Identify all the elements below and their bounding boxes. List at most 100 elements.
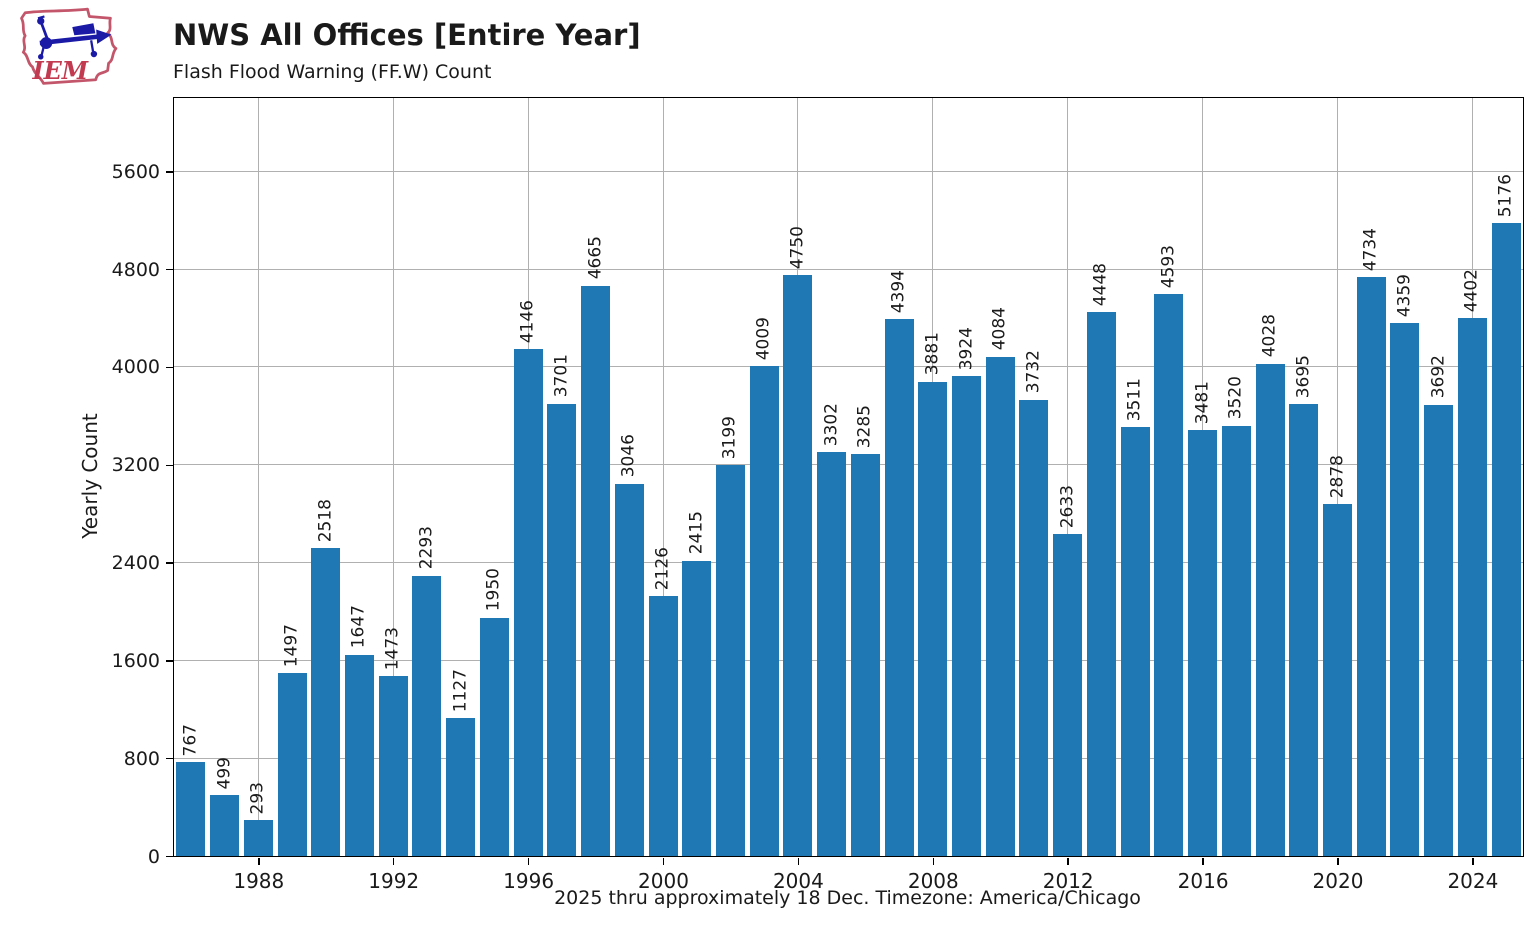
bar <box>648 596 678 856</box>
bar-value-label: 3046 <box>618 434 639 478</box>
y-tick-label: 3200 <box>111 454 160 477</box>
x-tick-mark <box>662 858 665 865</box>
bar-value-label: 1950 <box>483 568 504 612</box>
bar-value-label: 4734 <box>1360 227 1381 272</box>
y-tick-mark <box>166 171 173 173</box>
x-tick-label: 2020 <box>1312 869 1364 893</box>
h-gridline <box>174 464 1523 466</box>
x-tick-label: 2004 <box>772 869 824 893</box>
bar <box>344 654 374 856</box>
h-gridline <box>174 562 1523 564</box>
bar <box>1424 404 1454 856</box>
x-tick-mark <box>797 858 800 865</box>
bar-value-label: 4665 <box>585 236 606 280</box>
bar <box>614 483 644 856</box>
bar-value-label: 3701 <box>551 354 572 398</box>
bar <box>1323 504 1352 856</box>
y-tick-mark <box>166 757 173 760</box>
bar <box>1188 430 1218 856</box>
plot-area: 767 499 293 1497 2518 1647 1473 2293 1127 1950 414… <box>173 97 1524 857</box>
x-tick-mark <box>1202 858 1204 865</box>
bar-value-label: 1647 <box>348 605 369 649</box>
bar-value-label: 4084 <box>989 307 1010 351</box>
bar <box>277 672 307 856</box>
chart-caption: 2025 thru approximately 18 Dec. Timezone… <box>554 887 1141 909</box>
bar-value-label: 4750 <box>787 226 808 270</box>
iem-logo: IEM <box>20 7 118 85</box>
x-tick-label: 2008 <box>907 869 959 893</box>
bar <box>817 452 847 856</box>
bar <box>952 376 982 856</box>
bar-value-label: 4146 <box>517 299 538 344</box>
bar <box>176 762 206 856</box>
bar <box>243 820 273 856</box>
bar <box>850 454 880 856</box>
bar-value-label: 293 <box>247 781 268 815</box>
iem-logo-text: IEM <box>32 57 89 85</box>
bar <box>1491 223 1521 856</box>
x-tick-label: 1992 <box>368 869 420 893</box>
bar-value-label: 3520 <box>1225 376 1246 420</box>
y-tick-mark <box>166 464 173 467</box>
bar-value-label: 2293 <box>416 526 437 570</box>
bar-value-label: 5176 <box>1495 173 1516 218</box>
y-tick-label: 0 <box>147 845 160 868</box>
x-tick-mark <box>392 858 395 865</box>
bar-value-label: 2126 <box>652 546 673 591</box>
bar-value-label: 4009 <box>753 316 774 360</box>
bar <box>1154 294 1184 856</box>
bar <box>985 356 1015 856</box>
bar-value-label: 2878 <box>1327 454 1347 499</box>
x-tick-label: 2024 <box>1447 869 1499 893</box>
bar <box>1289 404 1319 856</box>
y-tick-mark <box>166 268 173 271</box>
bar-value-label: 3692 <box>1428 355 1449 399</box>
bar <box>682 560 712 856</box>
bar-value-label: 3732 <box>1023 350 1044 394</box>
bar <box>1221 425 1251 856</box>
bar-value-label: 3302 <box>821 403 842 447</box>
x-tick-label: 1996 <box>503 869 555 893</box>
bar-value-label: 4359 <box>1394 273 1415 318</box>
weather-vane-icon <box>37 15 112 60</box>
bar <box>311 548 341 856</box>
v-gridline <box>662 98 664 856</box>
x-tick-label: 2016 <box>1177 869 1229 893</box>
x-tick-label: 2000 <box>638 869 689 893</box>
bar <box>884 318 914 856</box>
bar <box>1356 277 1386 856</box>
y-tick-label: 2400 <box>111 552 160 575</box>
bar-value-label: 3924 <box>956 327 977 371</box>
bar-value-label: 4028 <box>1259 314 1280 358</box>
y-tick-mark <box>166 660 173 662</box>
bar <box>1120 426 1150 856</box>
bar <box>412 575 442 856</box>
bar-value-label: 3511 <box>1124 377 1145 421</box>
y-tick-label: 1600 <box>111 649 160 672</box>
bar-value-label: 767 <box>180 723 201 757</box>
v-gridline <box>1067 98 1069 856</box>
bar <box>1086 312 1116 856</box>
x-tick-label: 2012 <box>1042 869 1094 893</box>
y-tick-mark <box>166 562 173 564</box>
bar-value-label: 1497 <box>281 623 302 667</box>
h-gridline <box>174 757 1523 759</box>
bar-value-label: 3881 <box>922 332 943 376</box>
bar-value-label: 2415 <box>686 511 707 555</box>
bar <box>210 795 240 856</box>
bar <box>749 365 779 856</box>
bar <box>1053 534 1083 856</box>
bar-value-label: 2518 <box>315 498 336 543</box>
y-tick-label: 800 <box>123 747 160 770</box>
bar <box>715 464 745 856</box>
bar-value-label: 4593 <box>1158 245 1179 289</box>
v-gridline <box>392 98 394 856</box>
bar-value-label: 4402 <box>1461 268 1482 312</box>
bar-value-label: 3285 <box>854 405 875 449</box>
bar <box>1019 399 1049 856</box>
x-tick-mark <box>1472 858 1474 865</box>
x-tick-mark <box>1067 858 1069 865</box>
bar-value-label: 3481 <box>1192 381 1213 425</box>
bar <box>513 349 543 856</box>
